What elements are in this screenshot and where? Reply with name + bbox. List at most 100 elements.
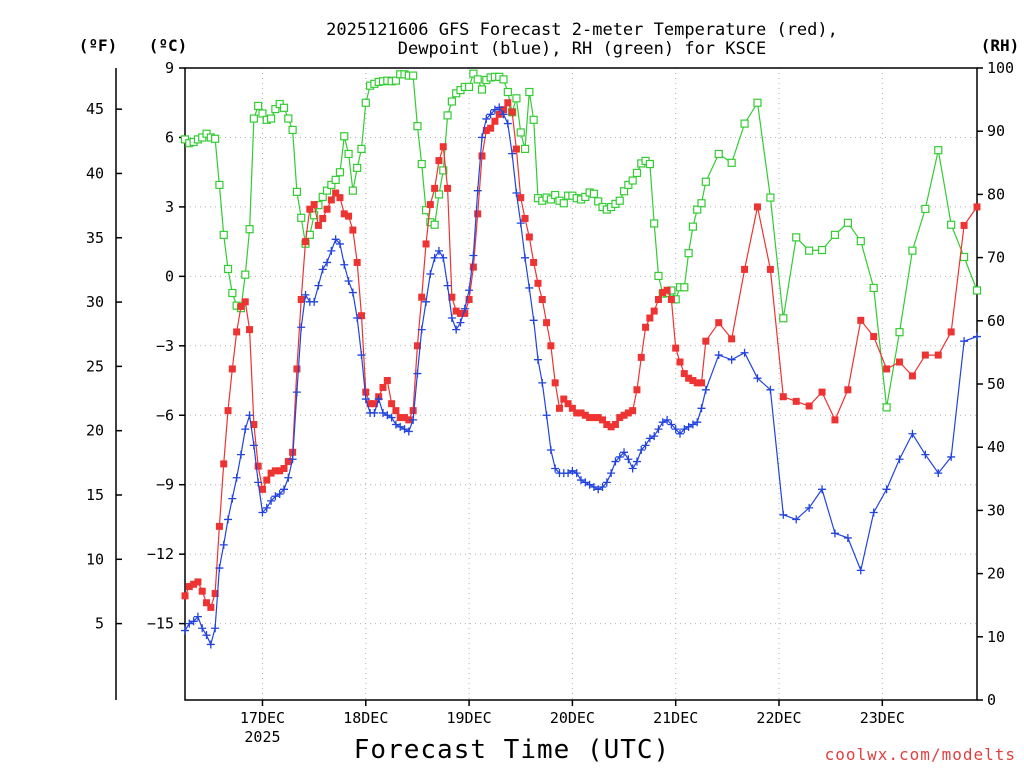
dewpoint-point — [680, 425, 689, 434]
temperature-point — [190, 580, 198, 588]
temperature-point — [607, 423, 615, 431]
dewpoint-point — [335, 239, 344, 248]
rh-point — [447, 97, 456, 106]
rh-tick-label: 90 — [987, 122, 1005, 140]
rh-point — [654, 271, 663, 281]
rh-point — [908, 246, 917, 255]
dewpoint-point — [267, 496, 276, 505]
dewpoint-point — [193, 612, 202, 621]
dewpoint-point — [189, 617, 198, 626]
temperature-point — [663, 286, 671, 294]
dewpoint-point — [521, 253, 530, 262]
dewpoint-point — [615, 452, 624, 461]
rh-point — [882, 403, 891, 412]
dewpoint-point — [663, 415, 672, 424]
temperature-point — [452, 307, 460, 315]
rh-tick-label: 70 — [987, 249, 1005, 267]
rh-point — [779, 314, 788, 323]
temperature-point — [508, 108, 516, 116]
temperature-point — [401, 414, 409, 422]
dewpoint-point — [658, 418, 667, 427]
temperature-point — [439, 143, 447, 151]
rh-tick-label: 40 — [987, 438, 1005, 456]
rh-point — [934, 146, 943, 155]
rh-point — [972, 286, 982, 295]
temperature-point — [555, 404, 563, 412]
dewpoint-point — [818, 485, 827, 494]
dewpoint-point — [895, 455, 904, 464]
temperature-point — [973, 203, 981, 211]
dewpoint-point — [766, 385, 775, 394]
temperature-point — [921, 351, 929, 359]
dewpoint-point — [271, 492, 280, 501]
temperature-point — [491, 117, 499, 125]
temperature-point — [637, 353, 645, 361]
temperature-point — [698, 379, 706, 387]
temperature-point — [568, 404, 576, 412]
dewpoint-point — [572, 469, 581, 478]
dewpoint-point — [684, 422, 693, 431]
dewpoint-point — [564, 469, 573, 478]
dewpoint-point — [409, 415, 418, 424]
rh-point — [327, 180, 336, 190]
dewpoint-point — [805, 503, 814, 512]
rh-point — [443, 111, 452, 120]
temperature-point — [642, 323, 650, 331]
x-tick-label: 17DEC — [240, 709, 285, 727]
dewpoint-point — [211, 624, 220, 633]
temperature-point — [228, 365, 236, 373]
temperature-point — [547, 342, 555, 350]
temperature-point — [685, 374, 693, 382]
dewpoint-point — [960, 337, 969, 346]
dewpoint-point — [602, 478, 611, 487]
dewpoint-point — [228, 494, 237, 503]
temperature-point — [521, 214, 529, 222]
rh-point — [697, 199, 706, 208]
dewpoint-point — [224, 515, 233, 524]
dewpoint-point — [413, 369, 422, 378]
temperature-point — [650, 307, 658, 315]
dewpoint-point — [206, 640, 215, 649]
rh-point — [546, 195, 555, 204]
dewpoint-point — [357, 351, 366, 360]
temperature-point — [896, 358, 904, 366]
temperature-point — [573, 409, 581, 417]
rh-point — [245, 225, 254, 234]
dewpoint-point — [637, 445, 646, 454]
rh-point — [895, 328, 904, 337]
x-tick-label: 20DEC — [550, 709, 595, 727]
dewpoint-point — [585, 480, 594, 489]
dewpoint-point — [340, 260, 349, 269]
dewpoint-point — [344, 276, 353, 285]
rh-point — [211, 134, 220, 143]
dewpoint-point — [379, 408, 387, 417]
rh-point — [650, 219, 659, 228]
dewpoint-point — [538, 378, 547, 387]
rh-point — [430, 220, 439, 229]
rh-point — [805, 246, 814, 255]
rh-point — [409, 71, 418, 80]
temperature-point — [805, 402, 813, 410]
celsius-tick-label: 9 — [165, 59, 174, 77]
rh-point — [714, 149, 723, 159]
dewpoint-point — [843, 533, 852, 542]
rh-point — [817, 245, 827, 255]
dewpoint-point — [318, 265, 327, 274]
temperature-point — [844, 386, 852, 394]
temperature-point — [689, 377, 697, 385]
temperature-point — [586, 414, 594, 422]
temperature-point — [280, 464, 288, 472]
temperature-point — [616, 414, 624, 422]
rh-point — [357, 144, 366, 153]
temperature-point — [779, 393, 787, 401]
dewpoint-point — [473, 186, 482, 195]
temperature-point — [538, 296, 546, 304]
dewpoint-point — [297, 323, 306, 332]
temperature-point — [198, 587, 206, 595]
temperature-point — [594, 414, 602, 422]
rh-point — [215, 180, 224, 190]
rh-point — [624, 180, 633, 190]
rh-tick-label: 50 — [987, 375, 1005, 393]
temperature-point — [431, 184, 439, 192]
